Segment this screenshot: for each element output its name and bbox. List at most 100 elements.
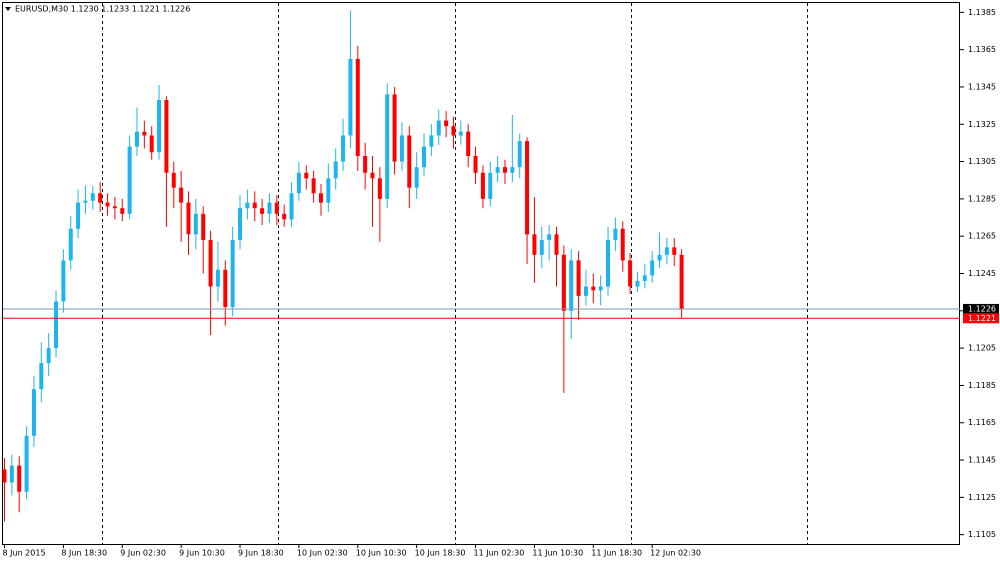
candle-body (260, 208, 265, 214)
candle-body (17, 465, 22, 492)
candle-body (480, 172, 485, 199)
candle-body (407, 135, 412, 188)
candle-body (502, 167, 507, 173)
candle-body (414, 167, 419, 188)
candle-body (458, 131, 463, 136)
candle-body (9, 465, 14, 483)
candle-body (223, 269, 228, 308)
candle-body (267, 202, 272, 214)
candle-body (451, 126, 456, 136)
candle-body (355, 58, 360, 156)
candle-body (363, 155, 368, 173)
candle-body (179, 187, 184, 203)
candle-body (547, 234, 552, 240)
candle-body (679, 254, 684, 309)
candle-body (326, 178, 331, 203)
price-label-box (963, 303, 999, 314)
candle-body (54, 301, 59, 349)
candle-body (377, 178, 382, 199)
candle-body (83, 200, 88, 203)
candle-body (620, 228, 625, 261)
candle-body (664, 247, 669, 255)
candle-body (613, 228, 618, 240)
candle-body (333, 161, 338, 179)
candle-body (24, 435, 29, 492)
x-tick-label: 11 Jun 02:30 (474, 549, 525, 558)
candle-body (635, 280, 640, 287)
candle-body (341, 135, 346, 162)
candle-body (598, 286, 603, 291)
y-tick-label: 1.1365 (968, 45, 996, 54)
candle-body (282, 213, 287, 220)
candle-body (304, 172, 309, 179)
x-tick-label: 8 Jun 2015 (3, 549, 46, 558)
price-label: 1.1226 (968, 304, 996, 313)
y-tick-label: 1.1105 (968, 530, 996, 539)
x-tick-label: 11 Jun 18:30 (591, 549, 642, 558)
candle-body (517, 141, 522, 168)
y-tick-label: 1.1285 (968, 194, 996, 203)
candle-body (348, 58, 353, 136)
menu-arrow[interactable] (5, 7, 11, 11)
price-label: 1.1221 (968, 314, 996, 323)
y-tick-label: 1.1325 (968, 120, 996, 129)
candle-body (61, 260, 66, 302)
candle-body (252, 202, 257, 209)
y-tick-label: 1.1145 (968, 456, 996, 465)
candle-body (488, 172, 493, 199)
candle-body (672, 247, 677, 255)
x-tick-label: 8 Jun 18:30 (61, 549, 107, 558)
candle-body (591, 286, 596, 291)
candle-body (466, 131, 471, 156)
candle-body (46, 348, 51, 364)
candle-body (510, 167, 515, 173)
y-tick-label: 1.1125 (968, 493, 996, 502)
x-tick-label: 12 Jun 02:30 (650, 549, 701, 558)
candle-body (105, 202, 110, 207)
candle-body (576, 260, 581, 296)
candle-body (657, 254, 662, 261)
candle-body (392, 94, 397, 162)
y-tick-label: 1.1245 (968, 269, 996, 278)
y-tick-label: 1.1305 (968, 157, 996, 166)
candle-body (318, 193, 323, 203)
y-tick-label: 1.1345 (968, 82, 996, 91)
candle-body (311, 178, 316, 194)
candle-body (650, 260, 655, 276)
y-tick-label: 1.1185 (968, 381, 996, 390)
candle-body (142, 131, 147, 136)
y-tick-label: 1.1165 (968, 418, 996, 427)
candle-body (554, 234, 559, 255)
x-tick-label: 9 Jun 10:30 (179, 549, 225, 558)
x-tick-label: 10 Jun 02:30 (297, 549, 348, 558)
candle-body (157, 100, 162, 153)
candle-body (370, 172, 375, 179)
candle-body (583, 286, 588, 296)
candle-body (171, 172, 176, 188)
candle-body (98, 193, 103, 203)
candle-body (569, 260, 574, 311)
candle-body (127, 146, 132, 214)
candle-body (274, 202, 279, 214)
candle-body (628, 260, 633, 287)
candle-body (399, 135, 404, 162)
candle-body (186, 202, 191, 235)
candle-body (436, 120, 441, 136)
y-tick-label: 1.1265 (968, 232, 996, 241)
candle-body (230, 239, 235, 308)
candle-body (385, 94, 390, 199)
x-tick-label: 9 Jun 18:30 (238, 549, 284, 558)
candle-body (429, 135, 434, 147)
candle-body (134, 131, 139, 147)
candle-body (112, 206, 117, 209)
candle-body (422, 146, 427, 168)
x-tick-label: 10 Jun 10:30 (356, 549, 407, 558)
candle-body (296, 172, 301, 194)
candle-body (642, 275, 647, 281)
candle-body (68, 228, 73, 261)
candle-body (2, 469, 7, 483)
candle-body (495, 167, 500, 173)
candle-body (539, 239, 544, 255)
candle-body (606, 239, 611, 287)
